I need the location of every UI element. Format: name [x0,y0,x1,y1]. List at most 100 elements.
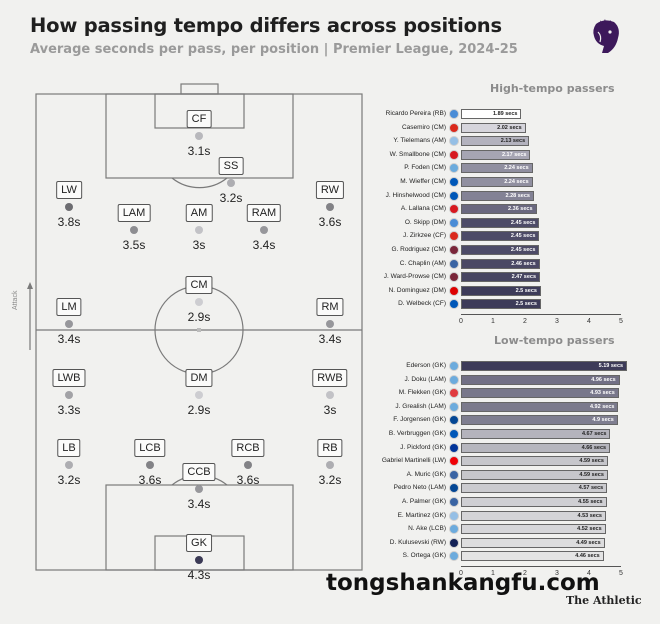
low-tempo-player-name: D. Kulusevski (RW) [389,538,446,546]
low-tempo-row: A. Muric (GK) 4.59 secs [360,469,650,481]
low-tempo-bar [461,442,611,453]
low-tempo-value-label: 4.57 secs [578,485,604,492]
low-tempo-value-label: 4.59 secs [579,471,604,478]
position-label-gk: GK [186,534,212,552]
position-dot-rm [326,320,334,328]
high-tempo-player-name: O. Skipp (DM) [404,218,446,226]
low-tempo-bar [461,483,608,494]
high-tempo-row: A. Lallana (CM) 2.36 secs [360,203,650,215]
attack-arrow-head [27,282,33,289]
position-dot-ccb [195,485,203,493]
low-tempo-player-name: M. Flekken (GK) [398,389,446,397]
low-tempo-row: E. Martinez (GK) 4.53 secs [360,510,650,522]
club-badge-icon [449,204,459,215]
high-tempo-player-name: D. Welbeck (CF) [398,300,446,308]
high-tempo-bar [461,258,540,269]
low-tempo-row: F. Jorgensen (GK) 4.9 secs [360,414,650,426]
position-value-rm: 3.4s [318,332,342,346]
club-badge-icon [449,258,459,269]
position-label-cm: CM [185,276,213,294]
position-label-lam: LAM [117,204,151,222]
high-tempo-row: N. Dominguez (DM) 2.5 secs [360,285,650,297]
club-badge-icon [449,442,459,453]
centre-spot [197,328,201,332]
low-tempo-x-tick: 3 [555,570,559,577]
position-label-rw: RW [315,181,345,199]
low-tempo-player-name: J. Doku (LAM) [404,375,446,383]
club-badge-icon [449,272,459,283]
club-badge-icon [449,177,459,187]
position-value-lb: 3.2s [57,473,81,487]
club-badge-icon [449,401,459,412]
low-tempo-bar [461,497,607,507]
position-label-ram: RAM [246,204,282,222]
club-badge-icon [449,524,459,535]
low-tempo-value-label: 4.66 secs [581,444,607,451]
high-tempo-value-label: 2.5 secs [515,287,537,294]
low-tempo-player-name: J. Pickford (GK) [400,443,446,451]
position-label-rb: RB [317,439,343,457]
position-value-lwb: 3.3s [57,403,81,417]
low-tempo-value-label: 4.67 secs [581,431,607,437]
high-tempo-bar [461,245,540,255]
high-tempo-value-label: 2.13 secs [500,138,526,145]
high-tempo-value-label: 2.28 secs [505,192,530,199]
position-value-rcb: 3.6s [236,473,260,487]
high-tempo-row: J. Hinshelwood (CM) 2.28 secs [360,190,650,202]
high-tempo-bar [461,217,540,228]
high-tempo-x-tick: 1 [491,318,495,325]
low-tempo-x-tick: 0 [459,570,463,577]
position-label-rcb: RCB [231,439,265,457]
position-value-ccb: 3.4s [187,497,211,511]
position-dot-lw [65,203,73,211]
high-tempo-player-name: M. Wieffer (CM) [400,178,446,185]
club-badge-icon [449,231,459,242]
top-penalty-arc [171,177,228,189]
high-tempo-player-name: N. Dominguez (DM) [388,286,446,294]
position-dot-rw [326,203,334,211]
low-tempo-player-name: S. Ortega (GK) [402,552,446,560]
high-tempo-x-tick: 3 [555,318,559,325]
position-value-rwb: 3s [323,403,337,417]
low-tempo-bar [461,401,619,412]
low-tempo-x-tick: 5 [619,570,623,577]
club-badge-icon [449,374,459,385]
low-tempo-row: J. Grealish (LAM) 4.92 secs [360,401,650,413]
high-tempo-value-label: 2.02 secs [497,124,522,131]
club-badge-icon [449,415,459,426]
high-tempo-row: M. Wieffer (CM) 2.24 secs [360,176,650,188]
low-tempo-value-label: 4.96 secs [591,376,616,383]
high-tempo-row: J. Zirkzee (CF) 2.45 secs [360,230,650,242]
the-athletic-logo: The Athletic [566,594,642,607]
high-tempo-bar [461,299,541,310]
position-value-cf: 3.1s [187,144,211,158]
club-badge-icon [449,285,459,296]
position-dot-ram [260,226,268,234]
attack-label: Attack [12,290,19,310]
high-tempo-player-name: J. Zirkzee (CF) [403,232,446,240]
club-badge-icon [449,149,459,160]
high-tempo-player-name: W. Smallbone (CM) [389,150,446,158]
premier-league-lion-logo [593,19,619,53]
low-tempo-x-tick: 2 [523,570,527,577]
low-tempo-row: Ederson (GK) 5.19 secs [360,360,650,372]
high-tempo-x-axis [461,314,621,315]
low-tempo-bar [461,551,604,562]
high-tempo-player-name: J. Ward-Prowse (CM) [383,273,446,281]
high-tempo-row: W. Smallbone (CM) 2.17 secs [360,149,650,161]
position-value-rb: 3.2s [318,473,342,487]
low-tempo-value-label: 4.9 secs [592,417,614,424]
high-tempo-bar [461,177,533,187]
position-dot-lm [65,320,73,328]
position-dot-lb [65,461,73,469]
high-tempo-player-name: Ricardo Pereira (RB) [385,110,446,117]
low-tempo-row: Gabriel Martinelli (LW) 4.59 secs [360,455,650,467]
position-dot-rcb [244,461,252,469]
club-badge-icon [449,299,459,310]
low-tempo-title: Low-tempo passers [494,334,615,347]
low-tempo-row: D. Kulusevski (RW) 4.49 secs [360,537,650,549]
position-dot-cf [195,132,203,140]
position-value-lcb: 3.6s [138,473,162,487]
high-tempo-bar [461,285,541,296]
low-tempo-value-label: 4.53 secs [577,512,602,519]
